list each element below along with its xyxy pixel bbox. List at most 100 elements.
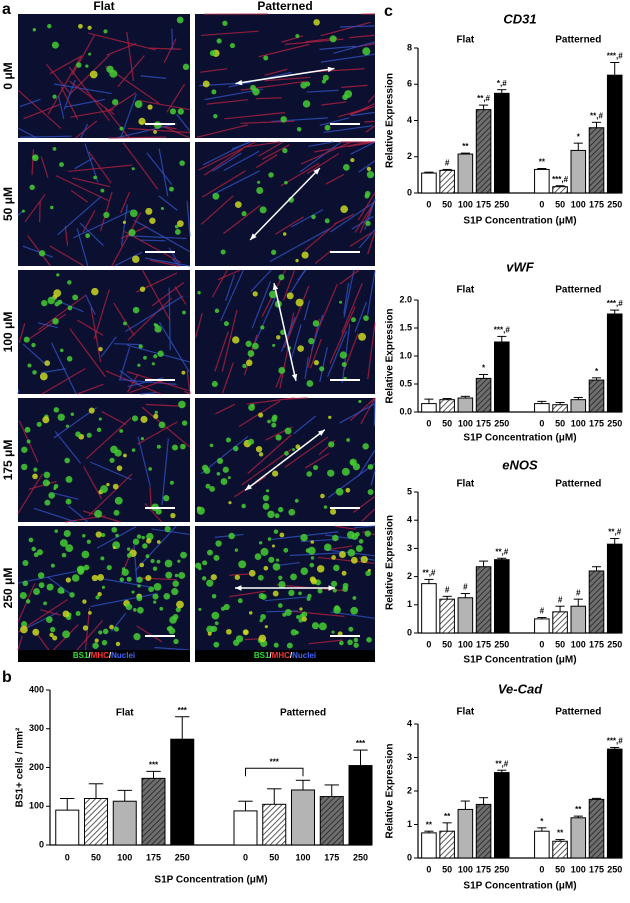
x-tick-label: 175: [589, 418, 604, 428]
cell: [141, 437, 144, 440]
cell: [265, 625, 268, 628]
cell: [34, 552, 39, 557]
cell: [143, 356, 147, 360]
cell: [296, 615, 300, 619]
cell: [32, 474, 38, 480]
cell: [343, 583, 349, 589]
cell: [60, 349, 63, 352]
cell: [202, 576, 206, 580]
cell: [272, 544, 275, 547]
x-tick-label: 100: [295, 852, 310, 862]
cell: [298, 592, 302, 596]
y-tick-label: 300: [29, 723, 44, 733]
cell: [167, 627, 171, 631]
cell: [211, 612, 219, 620]
cell: [238, 560, 246, 568]
cell: [361, 556, 368, 563]
group-label: Patterned: [280, 708, 326, 719]
cell: [226, 629, 232, 635]
cell: [202, 465, 208, 471]
cell: [170, 513, 175, 518]
cell: [25, 427, 31, 433]
cell: [154, 121, 162, 129]
cell: [139, 563, 144, 568]
bar: [589, 380, 604, 412]
bar: [56, 810, 79, 845]
x-tick-label: 100: [458, 418, 473, 428]
cell: [114, 510, 120, 516]
cell: [97, 574, 104, 581]
x-tick-label: 50: [555, 418, 565, 428]
cell: [47, 297, 55, 305]
cell: [305, 81, 310, 86]
cell: [252, 88, 259, 95]
cell: [350, 607, 358, 615]
cell: [333, 565, 340, 572]
cell: [169, 616, 177, 624]
cell: [136, 595, 142, 601]
x-tick-label: 250: [494, 639, 509, 649]
y-tick-label: 2: [407, 571, 412, 581]
cell: [177, 220, 184, 227]
stain-legend-part: BS1: [73, 651, 89, 660]
cell: [140, 416, 147, 423]
cell: [66, 476, 73, 483]
x-tick-label: 175: [589, 199, 604, 209]
cell: [100, 556, 104, 560]
cell: [33, 588, 40, 595]
chart-title: vWF: [506, 259, 535, 274]
cell: [367, 167, 371, 171]
cell: [37, 422, 42, 427]
x-tick-label: 0: [65, 852, 70, 862]
cell: [306, 471, 312, 477]
cell: [133, 539, 139, 545]
cell: [355, 532, 360, 537]
cell: [33, 468, 37, 472]
cell: [297, 127, 302, 132]
bar: [422, 404, 437, 412]
x-tick-label: 175: [589, 639, 604, 649]
cell: [87, 540, 91, 544]
cell: [61, 590, 64, 593]
cell: [221, 250, 226, 255]
cell: [178, 401, 186, 409]
cell: [91, 288, 98, 295]
cell: [106, 483, 109, 486]
y-tick-label: 0.5: [399, 378, 412, 388]
row-label: 175 μM: [1, 440, 15, 481]
x-tick-label: 0: [539, 639, 544, 649]
x-tick-label: 100: [458, 639, 473, 649]
cell: [76, 62, 81, 67]
y-tick-label: 8: [407, 42, 412, 52]
cell: [368, 464, 374, 470]
cell: [69, 592, 74, 597]
cell: [217, 472, 221, 476]
cell: [55, 302, 60, 307]
cell: [72, 294, 78, 300]
cell: [42, 416, 49, 423]
cell: [114, 627, 119, 632]
x-tick-label: 50: [442, 199, 452, 209]
cell: [287, 292, 294, 299]
cell: [276, 559, 279, 562]
cell: [137, 577, 143, 583]
cell: [267, 511, 274, 518]
cell: [22, 210, 25, 213]
y-axis-label: Relative Expression: [385, 308, 396, 403]
cell: [67, 356, 72, 361]
bar: [476, 804, 491, 858]
bar: [263, 804, 286, 845]
cell: [137, 534, 141, 538]
cell: [87, 433, 92, 438]
cell: [331, 631, 334, 634]
cell: [278, 576, 282, 580]
cell: [132, 167, 135, 170]
cell: [364, 194, 369, 199]
cell: [22, 560, 28, 566]
cell: [172, 444, 178, 450]
cell: [197, 507, 205, 515]
group-label: Patterned: [555, 479, 601, 490]
bar: [535, 831, 550, 858]
bar: [171, 739, 194, 845]
cell: [82, 534, 86, 538]
